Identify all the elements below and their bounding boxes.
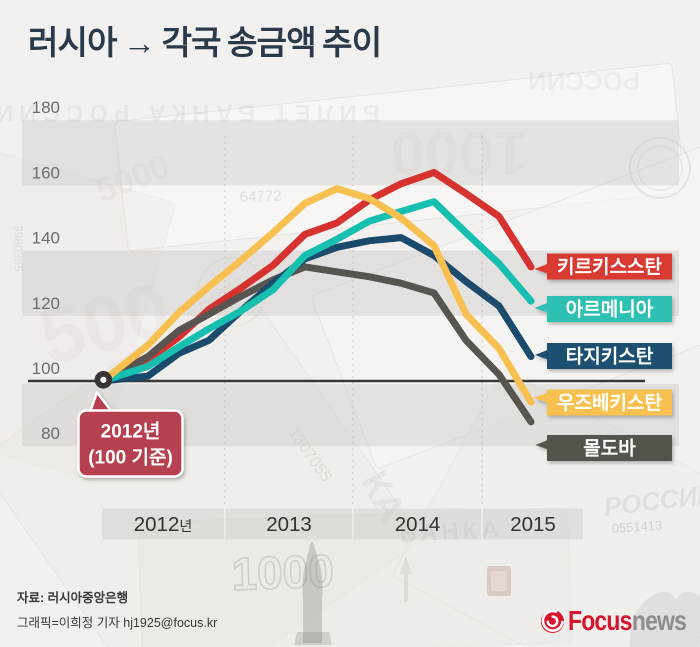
series-label-text: 아르메니아: [566, 299, 654, 321]
eagle-fragment: [629, 591, 700, 647]
series-label-text: 우즈베키스탄: [557, 392, 662, 414]
series-label-2: 아르메니아: [534, 296, 672, 322]
series-line-5: [99, 263, 535, 426]
series-label-box: [547, 389, 672, 416]
watermark-text: БАНКА: [399, 516, 503, 548]
y-axis-tick-label: 180: [32, 98, 60, 117]
series-line-1: [99, 168, 535, 385]
series-line-3: [99, 234, 535, 385]
watermark-text: 64772: [240, 188, 282, 206]
y-axis-tick-label: 160: [32, 163, 60, 182]
series-label-box: [547, 253, 672, 280]
series-label-text: 몰도바: [583, 438, 636, 460]
focusnews-swirl-icon: [540, 609, 565, 633]
credit-text: 그래픽=이희정 기자 hj1925@focus.kr: [17, 616, 218, 630]
series-line-4: [99, 185, 535, 406]
x-axis-tick-label: 2013: [266, 513, 312, 536]
x-axis-band: [354, 508, 481, 540]
banknote-sheet: [0, 278, 422, 647]
watermark-text: РОССИИ: [528, 66, 640, 96]
x-axis-band: [102, 508, 224, 540]
y-axis-tick-label: 140: [32, 229, 60, 248]
series-label-4: 우즈베키스탄: [533, 389, 672, 416]
swirl-stroke-inner: [546, 614, 559, 627]
callout-box: [77, 409, 184, 478]
y-axis-tick-label: 120: [32, 294, 60, 313]
statue-silhouette: [302, 541, 323, 643]
base-year-callout: 2012년 (100 기준): [77, 391, 184, 478]
data-source-text: 자료: 러시아중앙은행: [17, 591, 129, 605]
y-axis-tick-label: 100: [32, 359, 60, 378]
tower-silhouette: [400, 556, 412, 602]
x-tick-year-suffix: 년: [179, 518, 192, 534]
watermark-text: БИЛЕТ БАНКА РОССИИ: [0, 99, 380, 126]
logo-suffix-text: news: [632, 605, 687, 636]
statue-base: [294, 632, 332, 645]
crest-inner: [491, 571, 507, 591]
crest: [487, 566, 511, 596]
series-line-2: [99, 198, 535, 385]
callout-line1: 2012년: [101, 421, 161, 443]
watermark-text: 3980385: [11, 225, 25, 272]
watermark-text: 1000: [390, 118, 528, 187]
seal-circle: [637, 145, 683, 191]
swirl-stroke-outer: [541, 609, 564, 632]
x-axis-band: [226, 508, 352, 540]
series-label-1: 키르키스스탄: [534, 253, 672, 280]
footer: 자료: 러시아중앙은행 그래픽=이희정 기자 hj1925@focus.kr: [17, 586, 517, 636]
series-label-box: [547, 296, 672, 322]
series-label-box: [547, 343, 672, 369]
banknote-sheet: [0, 148, 176, 482]
y-axis-tick-label: 80: [41, 424, 60, 443]
banknote-sheet: [137, 507, 573, 647]
series-label-text: 키르키스스탄: [557, 256, 662, 278]
page-title: 러시아 → 각국 송금액 추이: [28, 24, 382, 61]
seal-circle: [629, 137, 691, 199]
x-axis-tick-label: 2014: [395, 513, 441, 536]
focusnews-logo: Focus news: [540, 605, 700, 636]
x-tick-year: 2012: [134, 513, 180, 536]
series-label-text: 타지키스탄: [566, 346, 654, 368]
callout-line2: (100 기준): [88, 447, 173, 469]
series-label-3: 타지키스탄: [535, 343, 672, 369]
series-label-box: [547, 435, 672, 461]
x-axis-band: [483, 508, 583, 540]
base-year-dot-core: [100, 376, 107, 383]
watermark-text: 1000: [231, 544, 335, 600]
grid-band: [22, 120, 679, 186]
logo-brand-text: Focus: [568, 605, 632, 636]
watermark-text: 0551413: [611, 517, 663, 535]
x-axis-tick-label: 2015: [510, 513, 556, 536]
series-label-5: 몰도바: [535, 435, 672, 461]
x-axis-tick-label: 2012년: [134, 513, 193, 536]
